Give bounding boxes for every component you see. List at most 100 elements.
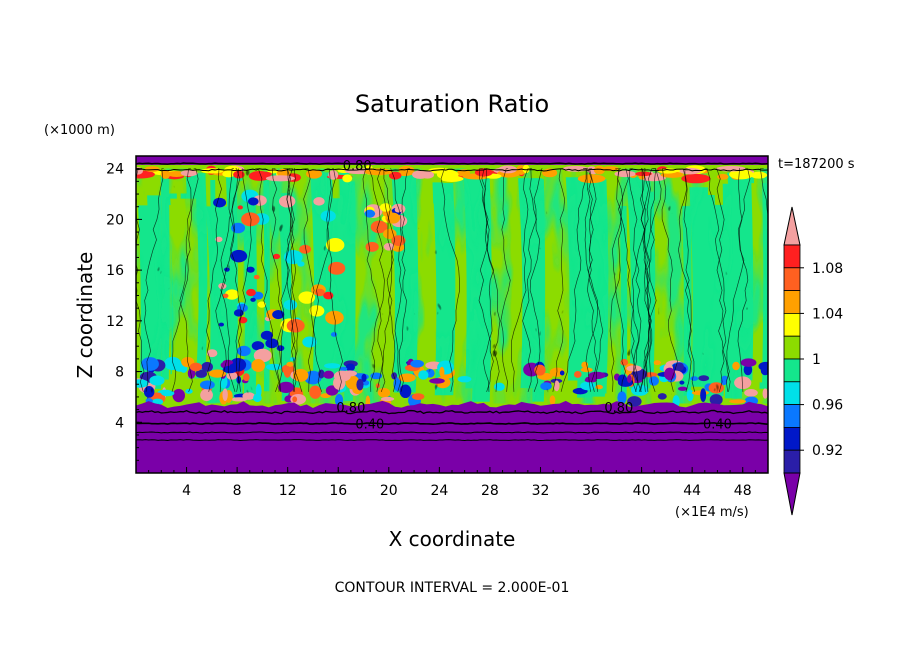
x-tick-label: 32 xyxy=(532,483,550,499)
y-tick-label: 12 xyxy=(106,314,124,330)
plume-contour xyxy=(500,168,511,392)
plume-contour xyxy=(716,168,727,392)
plume-contour xyxy=(560,168,587,392)
x-tick-label: 4 xyxy=(182,483,191,499)
plume-contour xyxy=(737,168,749,392)
x-tick-label: 48 xyxy=(734,483,752,499)
plume-contour xyxy=(230,168,242,392)
plume-contour xyxy=(380,168,394,392)
x-axis-ticks: 4 8 12 16 20 24 28 32 36 40 44 48 xyxy=(148,467,756,499)
colorbar-swatch xyxy=(783,449,801,474)
plume-contour xyxy=(215,168,241,392)
contour-labels: 0.80 0.40 0.80 0.40 0.80 xyxy=(336,159,732,433)
plume-contour xyxy=(585,168,598,392)
y-tick-label: 8 xyxy=(115,365,124,381)
x-tick-label: 36 xyxy=(582,483,600,499)
chart-title: Saturation Ratio xyxy=(355,90,549,118)
plume-contour xyxy=(390,168,403,392)
y-tick-label: 4 xyxy=(115,415,124,431)
plume-contour xyxy=(255,168,280,392)
contour-label: 0.40 xyxy=(355,418,384,433)
colorbar-label: 0.92 xyxy=(812,443,843,459)
colorbar-label: 1.04 xyxy=(812,306,843,322)
x-tick-label: 20 xyxy=(380,483,398,499)
plume-contour xyxy=(220,168,236,392)
plume-contour xyxy=(529,168,543,392)
plume-contour xyxy=(484,168,501,392)
plume-contour xyxy=(704,168,731,392)
y-tick-label: 24 xyxy=(106,162,124,178)
plume-contour xyxy=(645,168,662,392)
contour-line xyxy=(136,422,768,425)
y-axis-ticks: 4 8 12 16 20 24 xyxy=(106,162,142,461)
x-tick-label: 24 xyxy=(430,483,448,499)
plume-contour xyxy=(377,168,397,392)
plume-contour xyxy=(205,168,222,392)
colorbar-label: 1.08 xyxy=(812,261,843,277)
plume-contour xyxy=(588,168,604,392)
x-tick-label: 44 xyxy=(683,483,701,499)
plume-contour xyxy=(630,168,646,392)
plume-contour xyxy=(171,168,192,392)
plume-contour xyxy=(638,168,656,392)
contour-line xyxy=(136,162,768,165)
plume-contour xyxy=(398,168,411,392)
plume-contour xyxy=(678,168,692,392)
plume-contour xyxy=(641,168,651,392)
plume-contour xyxy=(682,168,695,392)
plume-contour xyxy=(759,168,768,232)
colorbar-swatch xyxy=(783,426,801,451)
plume-contour xyxy=(307,168,336,392)
plume-contour xyxy=(481,168,494,392)
colorbar-swatch xyxy=(783,335,801,360)
colorbar-swatch xyxy=(783,358,801,383)
contour-label: 0.80 xyxy=(604,401,633,416)
y-unit-label: (×1000 m) xyxy=(44,123,115,138)
time-label: t=187200 s xyxy=(778,157,855,172)
y-tick-label: 16 xyxy=(106,263,124,279)
x-tick-label: 40 xyxy=(633,483,651,499)
plume-contour xyxy=(362,168,381,392)
colorbar-min-arrow xyxy=(783,472,801,516)
contour-line xyxy=(136,431,768,434)
plume-contour xyxy=(583,168,599,392)
saturation-field xyxy=(136,156,768,473)
top-stratified-layer xyxy=(136,156,768,165)
contour-label: 0.40 xyxy=(703,418,732,433)
plume-contour xyxy=(615,168,626,392)
plume-contour xyxy=(235,168,252,392)
plume-contour xyxy=(628,168,642,392)
x-tick-label: 8 xyxy=(233,483,242,499)
plume-contour xyxy=(179,168,199,392)
plume-contour xyxy=(478,168,494,392)
plume-contour xyxy=(144,168,164,392)
colorbar-swatch xyxy=(783,244,801,269)
x-tick-label: 28 xyxy=(481,483,499,499)
colorbar-swatch xyxy=(783,404,801,428)
plume-contour xyxy=(283,168,303,392)
x-tick-label: 16 xyxy=(329,483,347,499)
contour-interval-footer: CONTOUR INTERVAL = 2.000E-01 xyxy=(335,580,570,596)
colorbar-swatch xyxy=(783,312,801,337)
plume-contour xyxy=(277,168,296,392)
plume-contour xyxy=(552,168,566,392)
colorbar-swatch xyxy=(783,381,801,405)
x-tick-label: 12 xyxy=(279,483,297,499)
plume-contour xyxy=(511,168,532,392)
plume-contour xyxy=(303,168,323,392)
contour-label: 0.80 xyxy=(336,401,365,416)
plume-contour xyxy=(725,168,751,392)
plume-contour xyxy=(286,168,299,392)
plume-contour xyxy=(661,168,678,392)
contour-lines xyxy=(136,162,768,441)
plume-contour xyxy=(326,168,343,392)
contour-line xyxy=(136,439,768,441)
plume-contour xyxy=(609,168,622,392)
contour-line xyxy=(136,409,768,415)
contour-label: 0.80 xyxy=(343,159,372,174)
colorbar-swatch xyxy=(783,290,801,314)
colorbar-label: 1 xyxy=(812,352,821,368)
x-axis-title: X coordinate xyxy=(389,527,516,551)
plume-contour xyxy=(366,168,385,392)
x-unit-label: (×1E4 m/s) xyxy=(675,505,749,520)
